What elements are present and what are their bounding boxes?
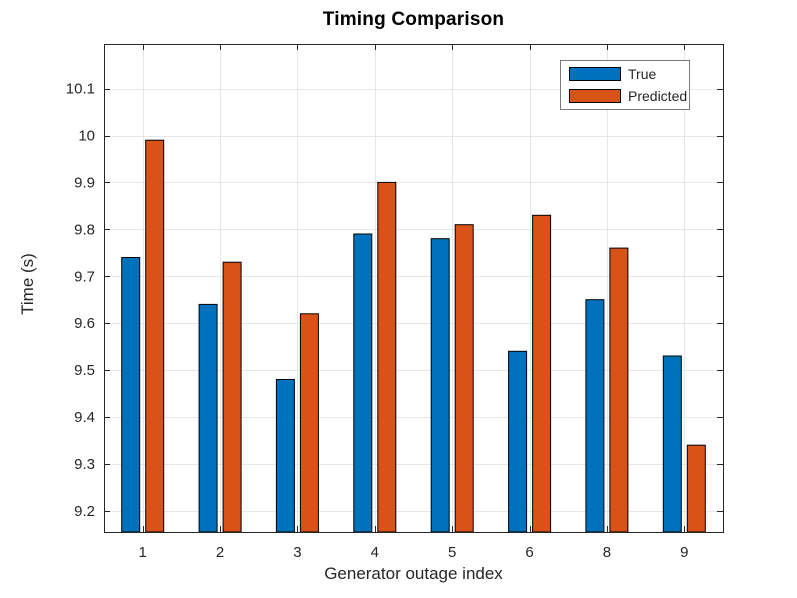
bar-predicted-9	[686, 444, 706, 533]
y-tick-label: 9.4	[74, 409, 95, 426]
bar-predicted-2	[222, 261, 242, 533]
legend-swatch-predicted	[569, 89, 621, 103]
bar-true-4	[353, 233, 373, 533]
bar-predicted-3	[299, 313, 319, 533]
chart-title: Timing Comparison	[322, 9, 505, 30]
legend-swatch-true	[569, 67, 621, 81]
bar-true-2	[198, 303, 218, 533]
y-axis-label: Time (s)	[18, 253, 37, 315]
x-tick-label: 6	[525, 544, 533, 561]
x-tick-label: 2	[216, 544, 224, 561]
bar-predicted-1	[145, 139, 165, 533]
axes-frame	[104, 44, 724, 533]
x-axis-label: Generator outage index	[324, 564, 503, 583]
bar-predicted-8	[609, 247, 629, 533]
y-tick-label: 9.7	[74, 268, 95, 285]
y-tick-label: 10	[78, 128, 95, 145]
bar-true-9	[662, 355, 682, 533]
x-tick-label: 5	[448, 544, 456, 561]
bar-true-5	[430, 238, 450, 533]
legend-label-predicted: Predicted	[628, 88, 688, 104]
x-tick-label: 4	[371, 544, 379, 561]
bar-predicted-5	[454, 224, 474, 533]
y-tick-label: 10.1	[66, 81, 95, 98]
bar-predicted-4	[377, 181, 397, 533]
x-tick-label: 9	[680, 544, 688, 561]
y-tick-label: 9.9	[74, 174, 95, 191]
y-tick-label: 9.6	[74, 315, 95, 332]
legend: True Predicted	[560, 60, 690, 110]
y-tick-label: 9.8	[74, 221, 95, 238]
bar-true-1	[121, 257, 141, 533]
legend-entry-predicted: Predicted	[569, 88, 689, 105]
x-tick-label: 1	[139, 544, 147, 561]
bar-true-6	[508, 350, 528, 533]
x-tick-label: 8	[603, 544, 611, 561]
y-tick-label: 9.2	[74, 503, 95, 520]
bar-true-8	[585, 299, 605, 533]
legend-entry-true: True	[569, 66, 689, 83]
y-tick-label: 9.5	[74, 362, 95, 379]
x-tick-label: 3	[293, 544, 301, 561]
y-tick-label: 9.3	[74, 456, 95, 473]
legend-label-true: True	[628, 66, 657, 82]
bar-predicted-6	[532, 214, 552, 533]
bar-true-3	[275, 379, 295, 533]
